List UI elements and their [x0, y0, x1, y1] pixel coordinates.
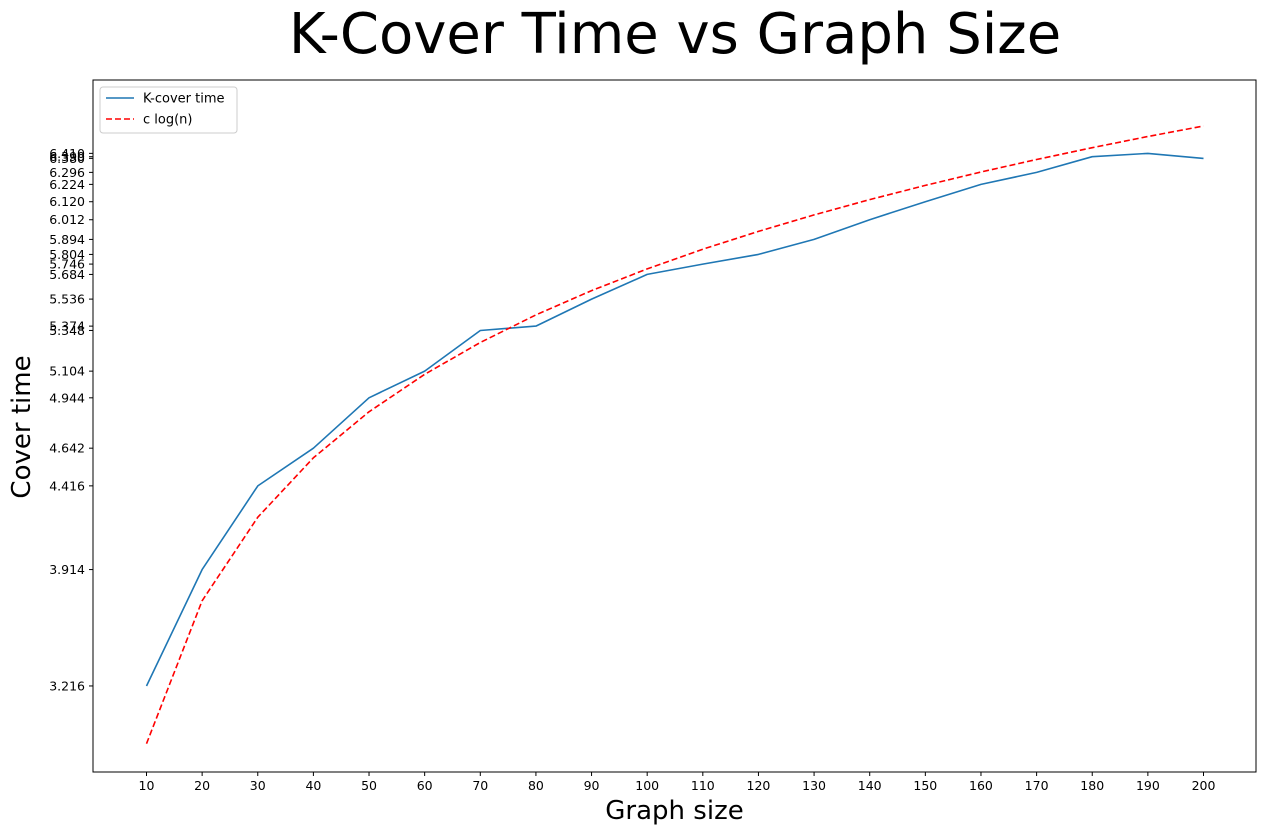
- x-tick-label: 140: [858, 778, 882, 793]
- y-tick-label: 6.410: [49, 146, 85, 161]
- y-tick-label: 5.348: [49, 323, 85, 338]
- series-layer: [145, 125, 1204, 744]
- y-tick-label: 6.012: [49, 212, 85, 227]
- y-tick-label: 4.944: [49, 390, 85, 405]
- y-tick-label: 6.390: [49, 149, 85, 164]
- y-tick-label: 5.104: [49, 364, 85, 379]
- x-tick-label: 30: [250, 778, 266, 793]
- x-tick-label: 90: [584, 778, 600, 793]
- y-tick-label: 5.374: [49, 319, 85, 334]
- y-tick-label: 3.914: [49, 562, 85, 577]
- y-tick-label: 5.804: [49, 247, 85, 262]
- plot-frame: [92, 79, 1257, 773]
- y-tick-label: 3.216: [49, 678, 85, 693]
- series-line-1: [145, 125, 1204, 744]
- x-tick-label: 160: [969, 778, 993, 793]
- x-tick-label: 120: [747, 778, 771, 793]
- x-tick-label: 10: [139, 778, 155, 793]
- x-tick-label: 50: [361, 778, 377, 793]
- y-tick-label: 4.416: [49, 478, 85, 493]
- x-tick-label: 170: [1025, 778, 1049, 793]
- y-tick-label: 4.642: [49, 441, 85, 456]
- x-axis-label: Graph size: [605, 796, 744, 826]
- x-tick-label: 70: [472, 778, 488, 793]
- legend: K-cover time c log(n): [99, 86, 238, 134]
- y-tick-label: 5.894: [49, 232, 85, 247]
- y-tick-label: 6.380: [49, 151, 85, 166]
- chart-title: K-Cover Time vs Graph Size: [288, 2, 1062, 67]
- series-line-0: [145, 152, 1204, 687]
- x-tick-label: 40: [305, 778, 321, 793]
- y-tick-label: 5.684: [49, 267, 85, 282]
- x-tick-label: 100: [635, 778, 659, 793]
- x-tick-label: 60: [417, 778, 433, 793]
- legend-box: [99, 86, 238, 134]
- x-tick-label: 150: [913, 778, 937, 793]
- y-tick-label: 5.746: [49, 257, 85, 272]
- y-tick-label: 5.536: [49, 292, 85, 307]
- x-tick-label: 20: [194, 778, 210, 793]
- x-tick-label: 200: [1192, 778, 1216, 793]
- y-tick-label: 6.120: [49, 194, 85, 209]
- tick-layer: 10 20 30 40 50 60 70 80 90 100 110 120 130 140 150 160 1…: [49, 146, 1215, 793]
- x-tick-label: 110: [691, 778, 715, 793]
- x-tick-label: 130: [802, 778, 826, 793]
- y-tick-label: 6.224: [49, 177, 85, 192]
- legend-label-1: c log(n): [143, 113, 192, 128]
- x-tick-label: 180: [1080, 778, 1104, 793]
- y-tick-label: 6.296: [49, 165, 85, 180]
- x-tick-label: 80: [528, 778, 544, 793]
- x-tick-label: 190: [1136, 778, 1160, 793]
- legend-label-0: K-cover time: [143, 92, 225, 107]
